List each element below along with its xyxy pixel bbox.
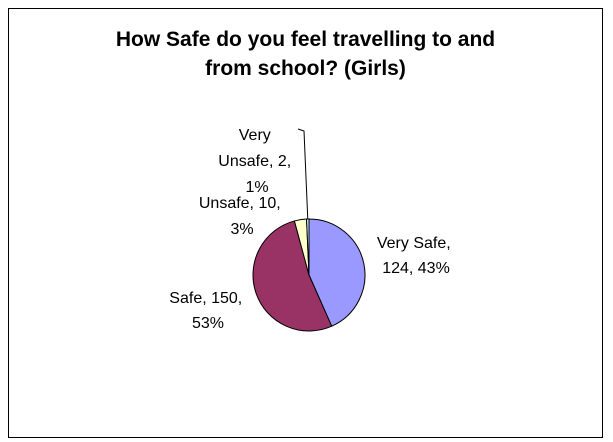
label-safe-line-2: 53% — [192, 315, 224, 332]
pie-slices — [253, 219, 365, 331]
label-unsafe-line-1: Unsafe, 10, — [199, 195, 281, 212]
label-safe: Safe, 150, 53% — [169, 290, 246, 332]
label-very-safe-line-2: 124, 43% — [382, 260, 450, 277]
label-very-unsafe: Very Unsafe, 2, 1% — [218, 127, 295, 196]
label-very-safe-line-1: Very Safe, — [377, 235, 451, 252]
label-unsafe: Unsafe, 10, 3% — [199, 195, 285, 238]
label-very-unsafe-line-1: Very — [239, 127, 271, 144]
label-unsafe-line-2: 3% — [230, 221, 253, 238]
leader-line-very-unsafe — [298, 129, 308, 219]
label-very-unsafe-line-3: 1% — [245, 179, 268, 196]
leader-lines — [298, 129, 308, 219]
label-very-safe: Very Safe, 124, 43% — [377, 235, 455, 277]
label-very-unsafe-line-2: Unsafe, 2, — [218, 153, 291, 170]
label-safe-line-1: Safe, 150, — [169, 290, 242, 307]
